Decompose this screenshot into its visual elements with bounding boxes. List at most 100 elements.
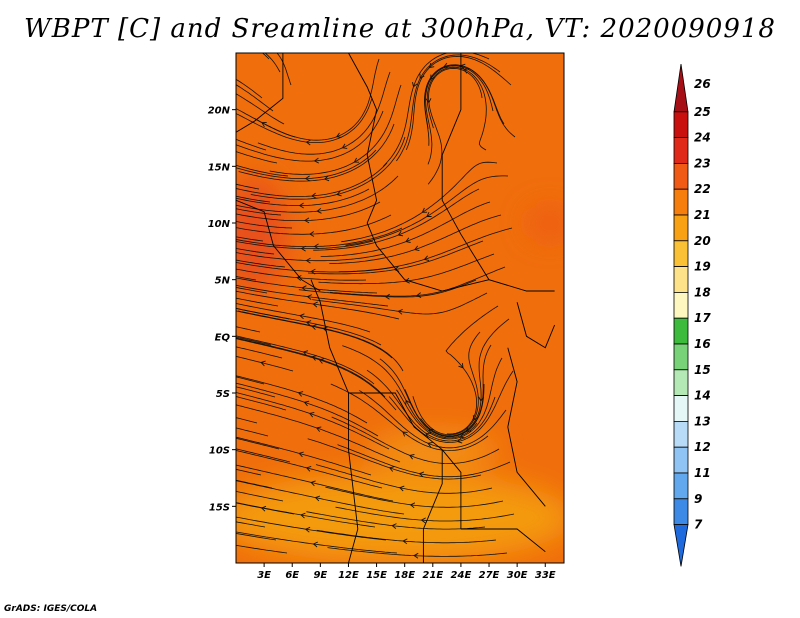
field-region-cool-vortex: [367, 431, 499, 468]
streamline-31: [426, 66, 487, 151]
streamline-70: [236, 268, 367, 281]
streamline-121: [236, 437, 280, 450]
streamline-13: [236, 78, 263, 99]
streamline-42: [236, 188, 370, 206]
streamline-75: [312, 292, 488, 315]
field-region-warm-east: [526, 206, 564, 240]
streamline-151: [316, 529, 497, 544]
map-title: WBPT [C] and Sreamline at 300hPa, VT: 20…: [24, 14, 776, 44]
streamline-arrow-42: [298, 202, 304, 209]
colorbar-swatch-18: [673, 291, 689, 319]
streamline-15: [427, 67, 483, 185]
streamline-arrow-43: [397, 230, 404, 237]
streamline-arrow-34: [311, 192, 317, 199]
streamline-arrow-47: [405, 237, 411, 243]
streamline-arrow-62: [305, 257, 311, 264]
streamline-18: [236, 110, 384, 162]
streamline-arrow-154: [312, 541, 318, 548]
colorbar-label: 9: [694, 492, 702, 506]
streamline-arrow-71: [384, 293, 390, 300]
x-tick-label: 24E: [451, 570, 472, 581]
x-tick-label: 9E: [313, 570, 327, 581]
streamline-149: [236, 532, 277, 541]
streamline-arrow-111: [427, 441, 433, 448]
streamline-130: [236, 436, 372, 476]
streamline-14: [236, 97, 373, 143]
streamline-99: [388, 370, 514, 443]
streamline-arrow-139: [409, 502, 416, 509]
colorbar-swatch-19: [673, 266, 689, 293]
streamline-arrow-127: [418, 471, 425, 478]
streamline-arrow-11: [428, 62, 435, 69]
colorbar-swatch-13: [673, 420, 689, 448]
streamline-85: [236, 326, 261, 333]
streamline-6: [257, 71, 391, 155]
streamline-arrow-58: [300, 245, 306, 252]
x-tick-label: 21E: [422, 570, 443, 581]
streamline-93: [236, 346, 283, 359]
streamline-arrow-18: [313, 157, 320, 164]
x-tick-label: 3E: [257, 570, 271, 581]
streamline-106: [236, 337, 386, 398]
streamline-arrow-95: [459, 433, 466, 439]
y-tick-label: 10N: [208, 219, 231, 230]
streamline-78: [236, 284, 389, 307]
border-3: [441, 53, 555, 292]
streamline-arrow-87: [472, 415, 479, 421]
streamline-arrow-82: [312, 301, 318, 308]
colorbar-swatch-21: [673, 214, 689, 242]
streamline-arrow-79: [458, 363, 464, 369]
streamline-142: [236, 480, 405, 515]
y-tick-label: 10S: [209, 446, 230, 457]
streamline-145: [236, 521, 266, 528]
streamline-arrow-118: [303, 400, 310, 407]
colorbar-swatch-15: [673, 369, 689, 396]
colorbar-label: 13: [694, 414, 711, 428]
streamline-arrow-130: [298, 451, 304, 458]
colorbar-label: 24: [694, 131, 711, 145]
streamline-61: [236, 248, 275, 255]
streamline-34: [236, 162, 388, 197]
streamline-29: [236, 138, 267, 151]
streamline-arrow-115: [405, 399, 411, 406]
streamline-50: [236, 214, 392, 235]
colorbar-swatch-11: [673, 472, 689, 500]
colorbar-label: 21: [694, 208, 711, 222]
streamline-103: [379, 358, 485, 438]
streamline-101: [236, 376, 265, 385]
streamline-arrow-142: [314, 495, 321, 502]
streamline-113: [236, 417, 258, 424]
streamline-arrow-94: [311, 324, 317, 330]
streamline-arrow-2: [336, 132, 342, 138]
streamline-98: [238, 310, 404, 372]
streamline-arrow-50: [309, 231, 315, 237]
streamline-arrow-90: [305, 320, 312, 326]
streamline-102: [236, 335, 375, 385]
streamline-94: [236, 310, 393, 359]
streamline-135: [315, 464, 493, 494]
colorbar-label: 15: [694, 363, 711, 377]
streamline-67: [330, 266, 506, 297]
border-2: [348, 53, 378, 246]
streamline-155: [327, 547, 508, 557]
streamline-154: [236, 531, 398, 554]
streamline-43: [313, 188, 480, 251]
streamline-138: [236, 464, 394, 502]
colorbar-label: 19: [694, 260, 711, 274]
colorbar-swatch-16: [673, 343, 689, 371]
streamline-17: [236, 84, 274, 112]
colorbar-swatch-12: [673, 446, 689, 474]
map-frame: [235, 52, 565, 564]
streamline-109: [236, 396, 287, 411]
colorbar-label: 22: [694, 182, 711, 196]
streamline-arrow-102: [302, 350, 309, 356]
streamline-arrow-135: [398, 485, 405, 492]
y-tick-label: 15N: [208, 162, 231, 173]
streamline-30: [236, 149, 377, 179]
colorbar-swatch-26: [673, 63, 689, 113]
streamline-143: [335, 506, 515, 522]
streamline-arrow-70: [296, 275, 302, 281]
streamline-115: [342, 345, 478, 439]
streamline-arrow-151: [402, 538, 408, 545]
grads-credit: GrADS: IGES/COLA: [4, 604, 98, 614]
